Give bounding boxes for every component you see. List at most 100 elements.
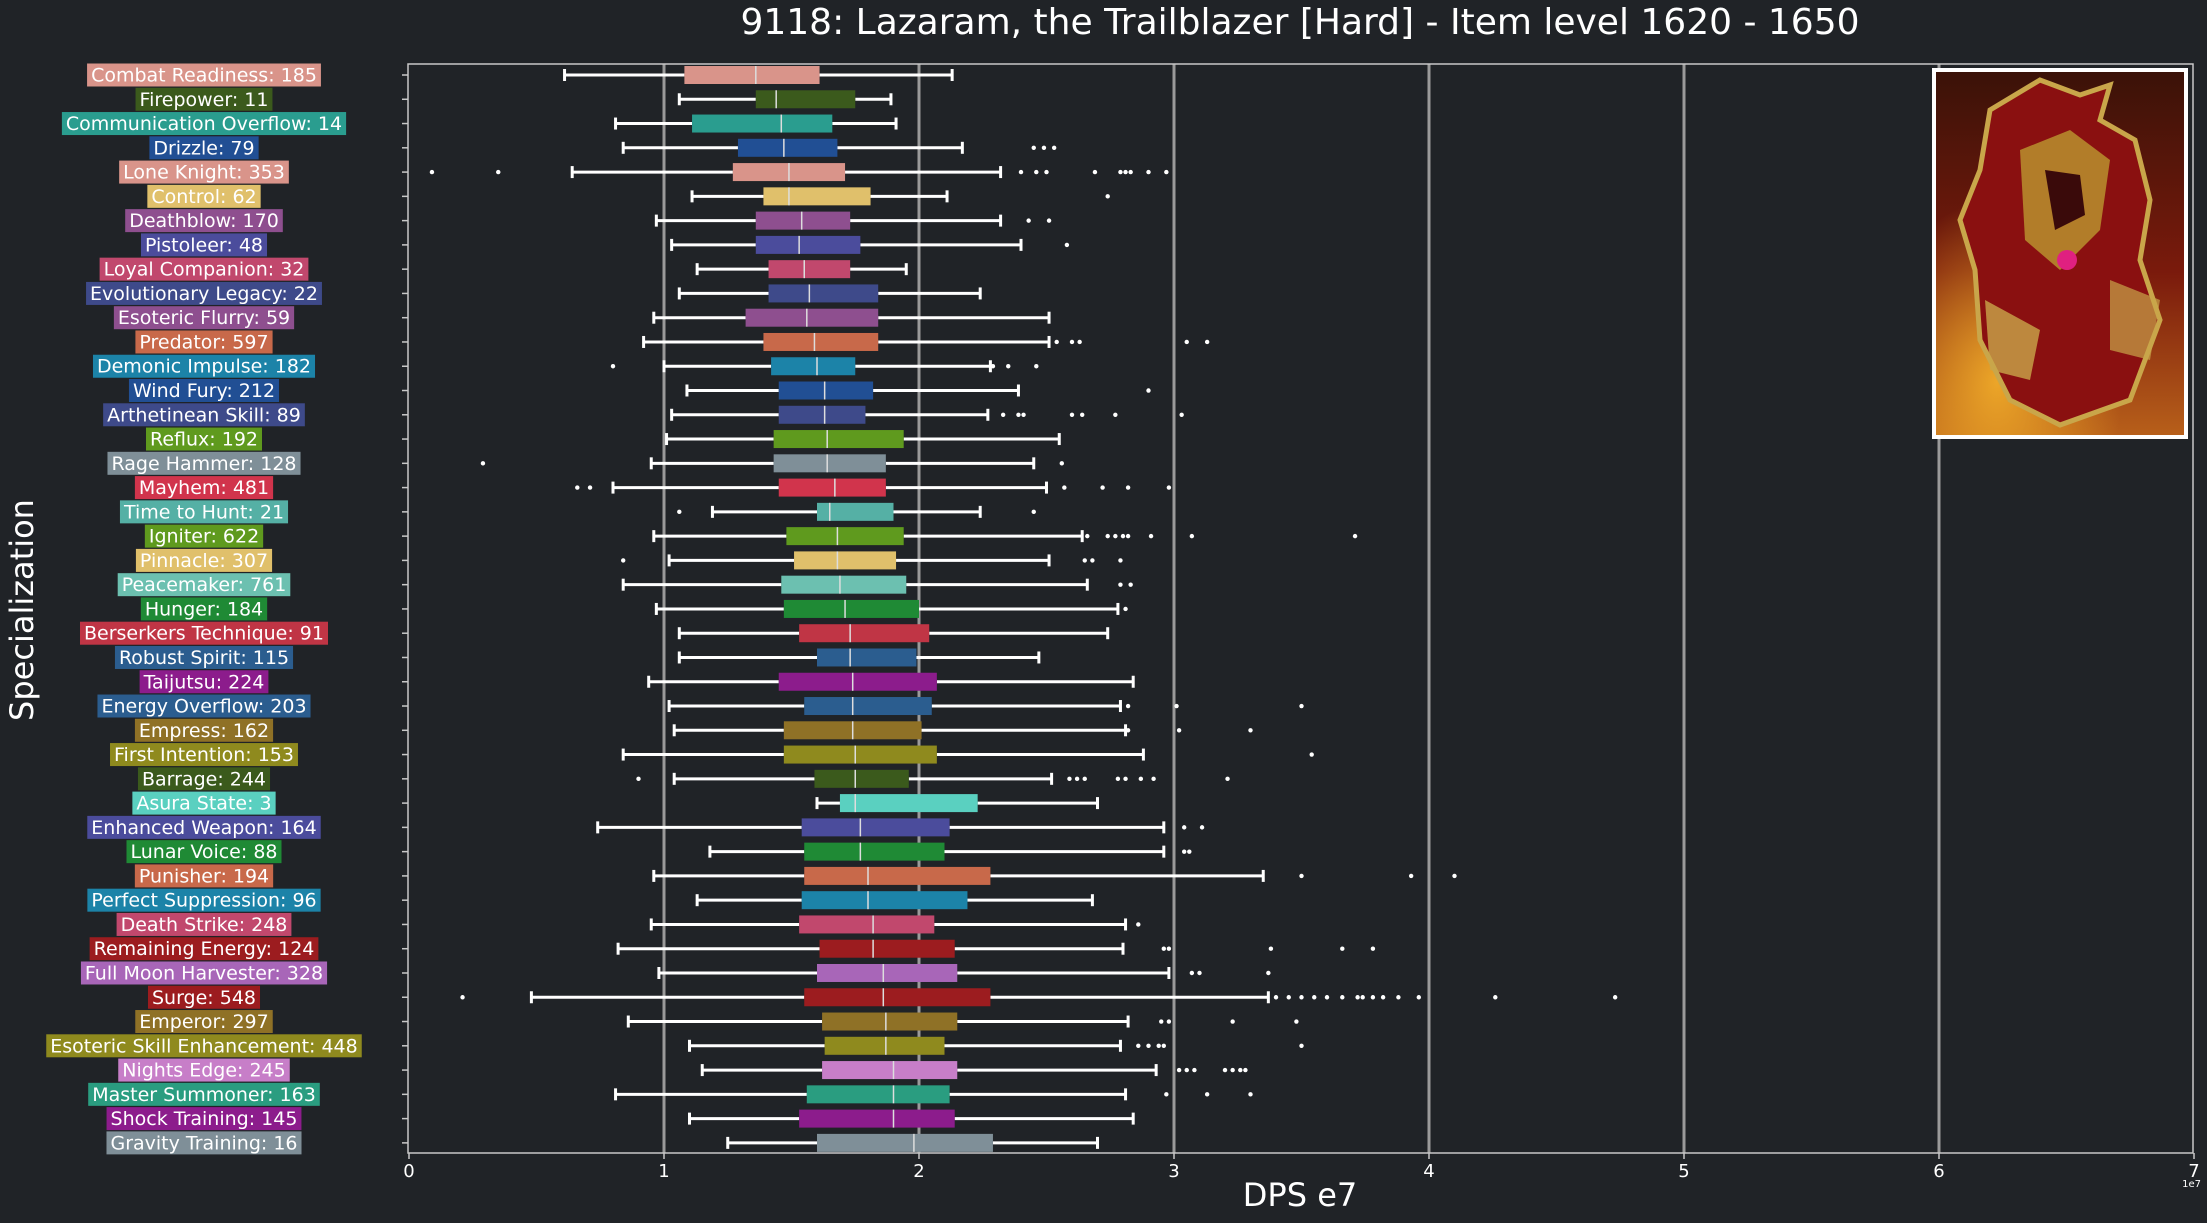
outlier-point <box>1176 1067 1182 1073</box>
outlier-point <box>990 364 996 369</box>
outlier-point <box>1064 242 1070 248</box>
outlier-point <box>1396 995 1401 1000</box>
series-box-igniter <box>652 527 1358 546</box>
label-background <box>146 427 262 451</box>
outlier-point <box>1105 194 1110 199</box>
outlier-point <box>1286 995 1291 1000</box>
iqr-box <box>783 599 919 618</box>
x-axis-offset-text: 1e7 <box>2182 1179 2201 1190</box>
series-box-first-intention <box>621 745 1314 764</box>
outlier-point <box>610 364 616 369</box>
y-tick-label: Berserkers Technique: 91 <box>80 621 328 645</box>
iqr-box <box>778 381 874 400</box>
label-background <box>61 112 347 136</box>
outlier-point <box>1370 995 1376 1000</box>
outlier-point <box>1189 533 1195 539</box>
label-text: Death Strike: 248 <box>121 914 288 936</box>
label-background <box>118 1058 290 1082</box>
y-tick-label: Loyal Companion: 32 <box>99 257 309 281</box>
outlier-point <box>1046 218 1052 223</box>
iqr-box <box>799 915 935 934</box>
y-tick-label: Asura State: 3 <box>132 791 276 815</box>
label-background <box>119 500 289 524</box>
iqr-box <box>745 308 879 327</box>
label-text: Deathblow: 170 <box>129 210 279 232</box>
outlier-point <box>1074 776 1080 782</box>
outlier-point <box>1176 728 1182 733</box>
label-background <box>103 403 305 427</box>
iqr-box <box>783 745 937 764</box>
label-text: Master Summoner: 163 <box>92 1084 316 1106</box>
series-box-barrage <box>636 769 1230 788</box>
outlier-point <box>1156 1043 1161 1049</box>
outlier-point <box>1138 776 1144 782</box>
label-text: First Intention: 153 <box>114 744 294 766</box>
label-text: Peacemaker: 761 <box>122 574 287 596</box>
outlier-point <box>1199 825 1205 830</box>
y-tick-label: Emperor: 297 <box>135 1010 273 1034</box>
y-tick-label: Deathblow: 170 <box>125 209 283 233</box>
outlier-point <box>1225 776 1230 782</box>
outlier-point <box>1120 533 1126 539</box>
outlier-point <box>1174 703 1179 709</box>
iqr-box <box>799 624 930 643</box>
outlier-point <box>1031 509 1036 515</box>
series-box-firepower <box>677 90 893 109</box>
outlier-point <box>1123 169 1128 175</box>
outlier-point <box>1197 970 1202 976</box>
label-background <box>128 379 280 403</box>
y-tick-label: Death Strike: 248 <box>116 912 292 936</box>
iqr-box <box>778 478 886 497</box>
y-tick-label: Arthetinean Skill: 89 <box>103 403 305 427</box>
outlier-point <box>1069 339 1075 345</box>
series-box-death-strike <box>649 915 1141 934</box>
outlier-point <box>1355 995 1360 1000</box>
outlier-point <box>1161 1043 1167 1049</box>
y-tick-label: Lunar Voice: 88 <box>126 840 282 864</box>
label-text: Rage Hammer: 128 <box>111 453 296 475</box>
label-text: Communication Overflow: 14 <box>66 113 342 135</box>
label-text: Drizzle: 79 <box>153 137 254 159</box>
label-text: Mayhem: 481 <box>139 477 269 499</box>
y-tick-label: Enhanced Weapon: 164 <box>87 815 321 839</box>
iqr-box <box>786 527 904 546</box>
outlier-point <box>575 485 580 490</box>
label-background <box>134 718 274 742</box>
outlier-point <box>1166 1019 1172 1024</box>
label-text: Esoteric Skill Enhancement: 448 <box>50 1035 358 1057</box>
iqr-box <box>692 114 833 133</box>
outlier-point <box>1105 533 1110 539</box>
label-text: Esoteric Flurry: 59 <box>118 307 290 329</box>
label-background <box>139 670 269 694</box>
label-background <box>144 524 264 548</box>
label-text: Igniter: 622 <box>149 526 259 548</box>
iqr-box <box>806 1085 950 1104</box>
y-tick-label: Empress: 162 <box>134 718 274 742</box>
label-background <box>137 767 271 791</box>
iqr-box <box>799 1109 955 1128</box>
outlier-point <box>1082 558 1087 563</box>
outlier-point <box>1044 169 1049 175</box>
label-text: Evolutionary Legacy: 22 <box>90 283 318 305</box>
label-text: Combat Readiness: 185 <box>91 65 317 87</box>
iqr-box <box>773 454 886 473</box>
outlier-point <box>1294 1019 1299 1024</box>
iqr-box <box>771 357 856 376</box>
label-background <box>126 840 282 864</box>
outlier-point <box>1340 946 1345 951</box>
outlier-point <box>1161 946 1167 951</box>
series-box-lone-knight <box>429 163 1169 182</box>
outlier-point <box>1266 970 1271 976</box>
outlier-point <box>1493 995 1498 1000</box>
series-box-energy-overflow <box>667 697 1304 716</box>
series-box-predator <box>642 332 1210 351</box>
series-box-mayhem <box>575 478 1172 497</box>
y-tick-label: Drizzle: 79 <box>149 136 259 160</box>
y-tick-label: Taijutsu: 224 <box>139 670 269 694</box>
outlier-point <box>1085 533 1090 539</box>
series-box-empress <box>672 721 1253 740</box>
iqr-box <box>817 648 917 667</box>
series-box-wind-fury <box>685 381 1151 400</box>
outlier-point <box>621 558 626 563</box>
label-text: Perfect Suppression: 96 <box>91 890 316 912</box>
